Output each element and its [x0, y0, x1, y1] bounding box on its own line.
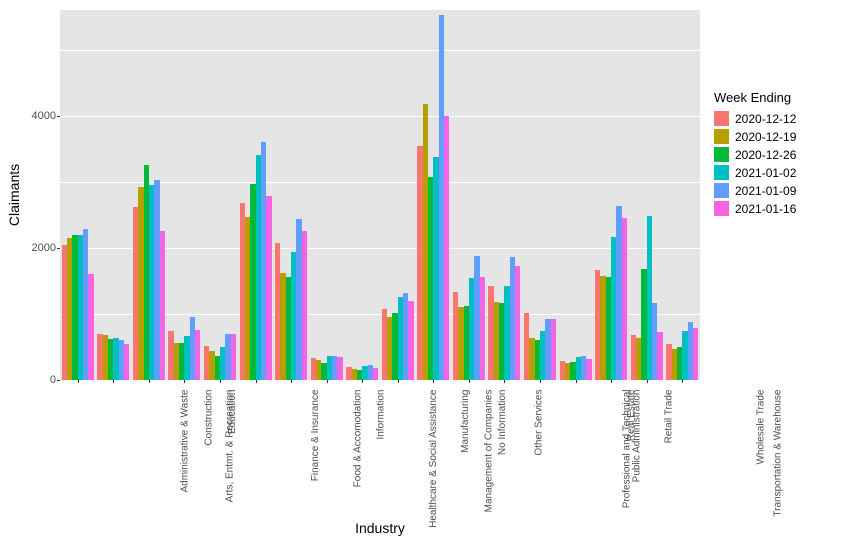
gridline-major — [60, 380, 700, 382]
ytick-mark — [57, 248, 60, 249]
legend-item: 2021-01-16 — [714, 201, 796, 216]
plot-area — [60, 10, 700, 380]
xtick-mark — [184, 380, 185, 383]
bar — [195, 330, 200, 380]
legend-swatch — [714, 201, 729, 216]
xtick-mark — [540, 380, 541, 383]
gridline-minor — [60, 50, 700, 51]
ytick-mark — [57, 380, 60, 381]
xtick-label: No Information — [497, 390, 508, 456]
xtick-mark — [647, 380, 648, 383]
legend-label: 2021-01-02 — [735, 166, 796, 180]
xtick-label: Transportation & Warehouse — [772, 390, 783, 517]
legend-label: 2020-12-19 — [735, 130, 796, 144]
bar — [408, 301, 413, 380]
gridline-major — [60, 116, 700, 118]
ytick-label: 4000 — [6, 110, 56, 122]
bar — [480, 277, 485, 380]
bar — [515, 266, 520, 380]
xtick-mark — [362, 380, 363, 383]
chart-container: Claimants Industry 0 2000 4000 Administrat… — [0, 0, 866, 540]
bar — [586, 359, 591, 380]
xtick-label: Information — [375, 390, 386, 440]
bar — [88, 274, 93, 380]
ytick-mark — [57, 116, 60, 117]
xtick-mark — [113, 380, 114, 383]
xtick-mark — [327, 380, 328, 383]
xtick-label: Wholesale Trade — [756, 390, 767, 465]
legend-item: 2020-12-26 — [714, 147, 796, 162]
xtick-label: Healthcare & Social Assistance — [428, 390, 439, 528]
xtick-label: Food & Accomodation — [352, 390, 363, 488]
x-axis-title: Industry — [60, 520, 700, 536]
xtick-mark — [682, 380, 683, 383]
legend-swatch — [714, 183, 729, 198]
legend-swatch — [714, 147, 729, 162]
legend-swatch — [714, 165, 729, 180]
bar — [160, 231, 165, 380]
xtick-mark — [78, 380, 79, 383]
legend-title: Week Ending — [714, 90, 796, 105]
xtick-label: Manufacturing — [460, 390, 471, 453]
xtick-mark — [220, 380, 221, 383]
legend-items: 2020-12-12 2020-12-19 2020-12-26 2021-01-02… — [714, 111, 796, 216]
xtick-label: Management of Companies — [484, 390, 495, 513]
bar — [551, 319, 556, 380]
xtick-mark — [611, 380, 612, 383]
bar — [373, 368, 378, 380]
xtick-label: Construction — [204, 390, 215, 446]
bar — [337, 357, 342, 380]
ytick-label: 0 — [6, 374, 56, 386]
bar — [266, 196, 271, 380]
legend-label: 2021-01-16 — [735, 202, 796, 216]
y-axis-title: Claimants — [6, 164, 22, 226]
bar — [302, 231, 307, 380]
bar — [231, 334, 236, 380]
bar — [124, 344, 129, 380]
xtick-label: Other Services — [534, 390, 545, 456]
legend-swatch — [714, 129, 729, 144]
xtick-label: Retail Trade — [664, 390, 675, 444]
bar — [622, 218, 627, 380]
xtick-label: Real Estate — [626, 390, 637, 442]
xtick-mark — [469, 380, 470, 383]
xtick-label: Administrative & Waste — [179, 390, 190, 493]
ytick-label: 2000 — [6, 242, 56, 254]
xtick-mark — [576, 380, 577, 383]
legend: Week Ending 2020-12-122020-12-192020-12-… — [714, 90, 796, 219]
legend-swatch — [714, 111, 729, 126]
legend-item: 2020-12-12 — [714, 111, 796, 126]
xtick-mark — [149, 380, 150, 383]
xtick-mark — [291, 380, 292, 383]
bar — [693, 328, 698, 380]
bar — [657, 332, 662, 380]
legend-item: 2021-01-02 — [714, 165, 796, 180]
bar — [444, 116, 449, 380]
legend-item: 2021-01-09 — [714, 183, 796, 198]
legend-label: 2021-01-09 — [735, 184, 796, 198]
xtick-label: Finance & Insurance — [310, 390, 321, 482]
legend-item: 2020-12-19 — [714, 129, 796, 144]
legend-label: 2020-12-26 — [735, 148, 796, 162]
xtick-mark — [256, 380, 257, 383]
xtick-mark — [504, 380, 505, 383]
xtick-mark — [433, 380, 434, 383]
xtick-mark — [398, 380, 399, 383]
xtick-label: Education — [227, 390, 238, 434]
legend-label: 2020-12-12 — [735, 112, 796, 126]
